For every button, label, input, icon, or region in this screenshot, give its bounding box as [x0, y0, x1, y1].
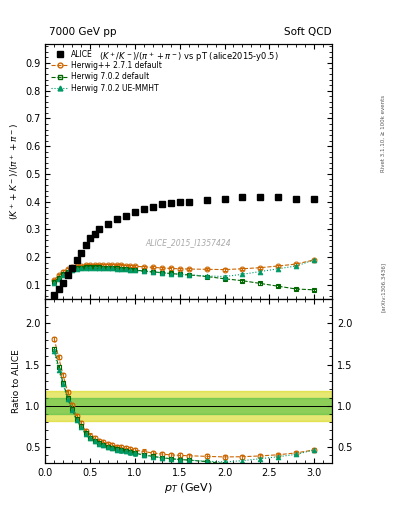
Text: $(K^+/K^-)/(\pi^++\pi^-)$ vs pT (alice2015-y0.5): $(K^+/K^-)/(\pi^++\pi^-)$ vs pT (alice20…	[99, 50, 279, 63]
Y-axis label: Ratio to ALICE: Ratio to ALICE	[12, 349, 21, 413]
Text: Soft QCD: Soft QCD	[285, 27, 332, 37]
Y-axis label: $(K^++K^-)/(\pi^++\pi^-)$: $(K^++K^-)/(\pi^++\pi^-)$	[8, 122, 21, 220]
Legend: ALICE, Herwig++ 2.7.1 default, Herwig 7.0.2 default, Herwig 7.0.2 UE-MMHT: ALICE, Herwig++ 2.7.1 default, Herwig 7.…	[49, 47, 164, 95]
Bar	[45, 397, 332, 414]
Text: Rivet 3.1.10, ≥ 100k events: Rivet 3.1.10, ≥ 100k events	[381, 95, 386, 172]
Text: [arXiv:1306.3436]: [arXiv:1306.3436]	[381, 262, 386, 312]
Text: 7000 GeV pp: 7000 GeV pp	[49, 27, 117, 37]
Bar	[45, 391, 332, 420]
X-axis label: $p_T$ (GeV): $p_T$ (GeV)	[164, 481, 213, 495]
Text: ALICE_2015_I1357424: ALICE_2015_I1357424	[146, 238, 231, 247]
